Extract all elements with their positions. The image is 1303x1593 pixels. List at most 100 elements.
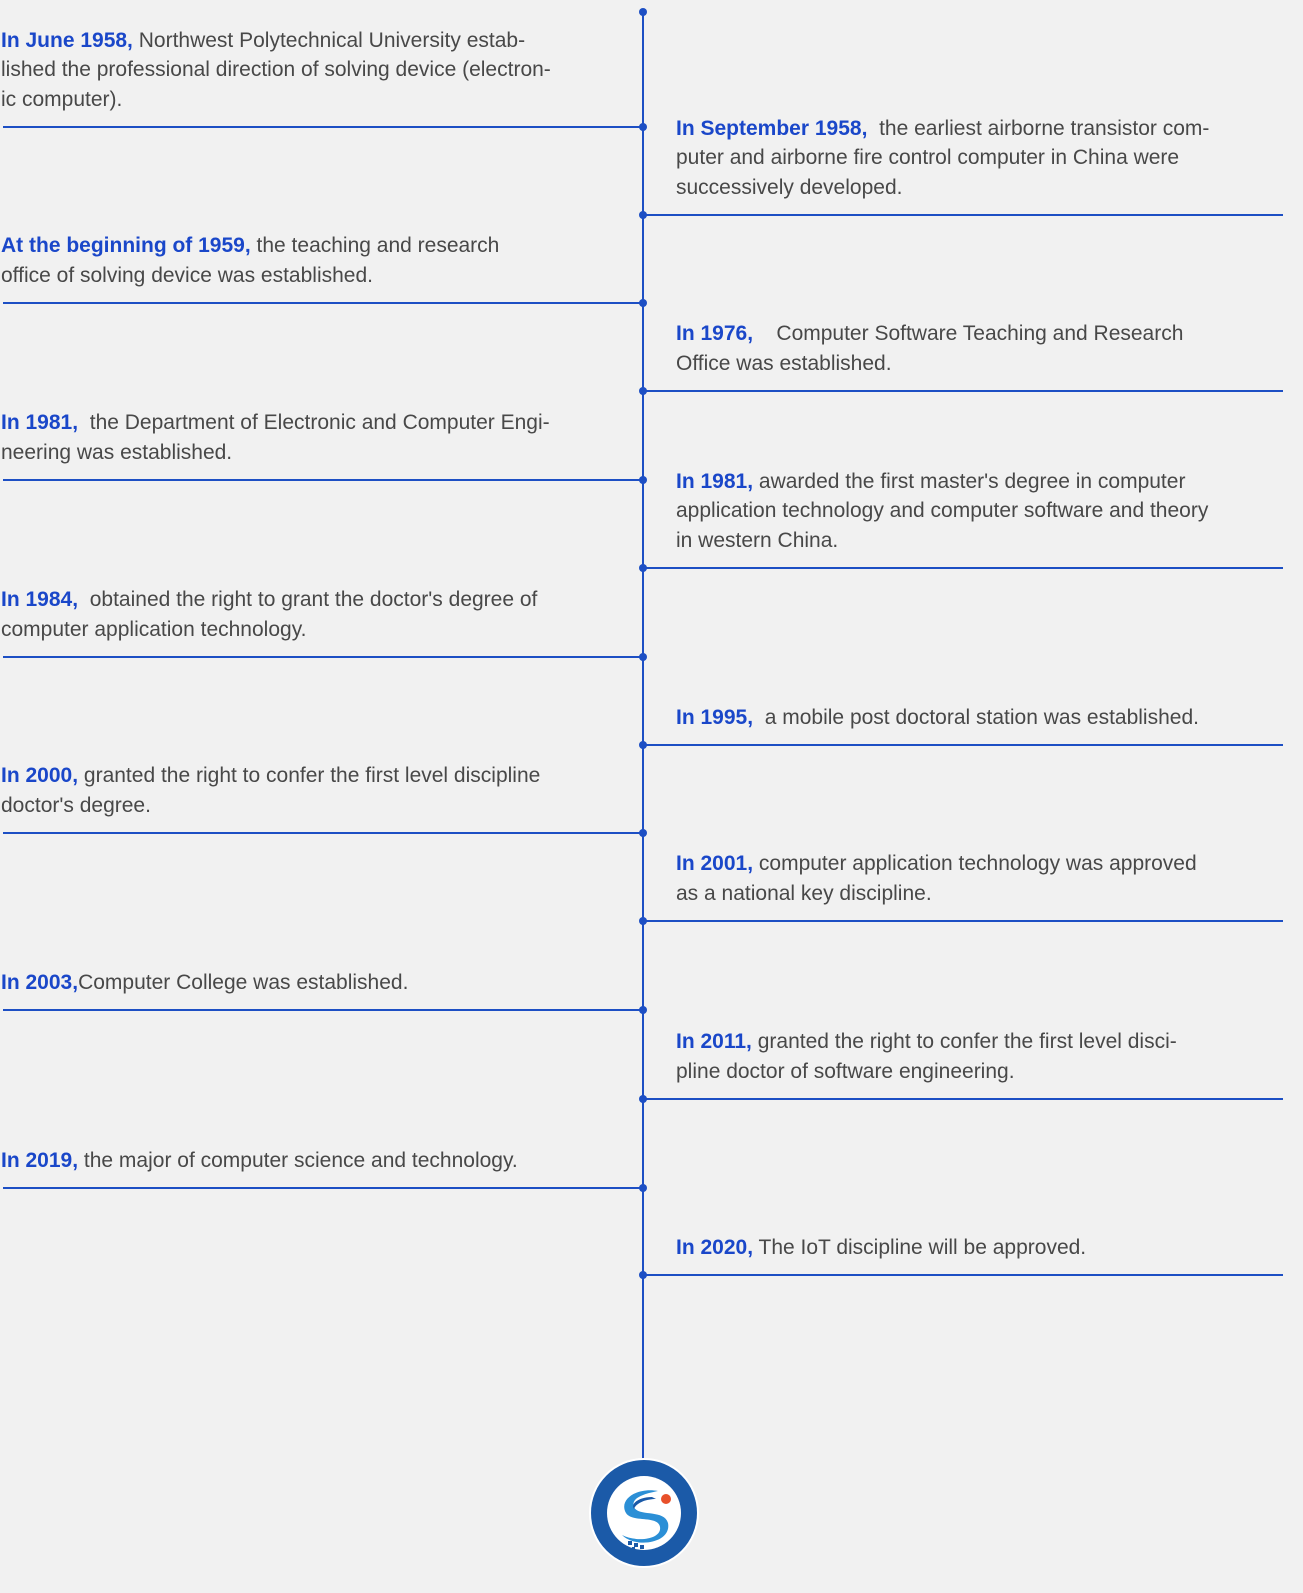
entry-text: puter and airborne fire control computer… bbox=[676, 146, 1180, 169]
entry-text: computer application technology was appr… bbox=[753, 852, 1197, 875]
timeline-dot bbox=[639, 299, 647, 307]
right-timeline-rule bbox=[643, 1098, 1283, 1100]
entry-text: a mobile post doctoral station was estab… bbox=[753, 705, 1199, 729]
entry-line: Office was established. bbox=[676, 349, 1183, 379]
entry-text: the Department of Electronic and Compute… bbox=[78, 411, 550, 434]
timeline-entry: In 1981, the Department of Electronic an… bbox=[1, 408, 550, 467]
timeline-dot bbox=[639, 387, 647, 395]
entry-line: neering was established. bbox=[1, 438, 550, 468]
entry-line: puter and airborne fire control computer… bbox=[676, 143, 1209, 173]
entry-line: In 1981, the Department of Electronic an… bbox=[1, 408, 550, 438]
school-logo bbox=[589, 1458, 699, 1568]
entry-text: ic computer). bbox=[1, 87, 123, 111]
entry-line: In September 1958, the earliest airborne… bbox=[676, 114, 1209, 144]
timeline-entry: In June 1958, Northwest Polytechnical Un… bbox=[1, 26, 551, 115]
entry-year: In 2000, bbox=[1, 764, 79, 787]
timeline-dot bbox=[639, 1095, 647, 1103]
entry-line: At the beginning of 1959, the teaching a… bbox=[1, 231, 499, 261]
entry-year: At the beginning of 1959, bbox=[1, 234, 251, 257]
timeline-entry: In 2011, granted the right to confer the… bbox=[676, 1027, 1177, 1086]
entry-text: lished the professional direction of sol… bbox=[1, 58, 551, 81]
right-timeline-rule bbox=[643, 214, 1283, 216]
timeline-entry: In 1976, Computer Software Teaching and … bbox=[676, 319, 1183, 378]
entry-text: obtained the right to grant the doctor's… bbox=[78, 588, 538, 611]
entry-line: application technology and computer soft… bbox=[676, 496, 1208, 526]
timeline-dot bbox=[639, 1271, 647, 1279]
entry-line: successively developed. bbox=[676, 173, 1209, 203]
right-timeline-rule bbox=[643, 567, 1283, 569]
entry-year: In 1981, bbox=[1, 411, 79, 434]
timeline-dot bbox=[639, 211, 647, 219]
timeline-dot bbox=[639, 123, 647, 131]
entry-year: In 2020, bbox=[676, 1235, 754, 1259]
left-timeline-rule bbox=[3, 126, 644, 128]
timeline-dot bbox=[639, 829, 647, 837]
entry-text: the earliest airborne transistor com- bbox=[867, 116, 1210, 140]
timeline-dot bbox=[639, 1006, 647, 1014]
entry-year: In June 1958, bbox=[1, 28, 133, 52]
left-timeline-rule bbox=[3, 1009, 644, 1011]
entry-year: In 2003, bbox=[1, 970, 79, 994]
entry-text: Computer Software Teaching and Research bbox=[753, 322, 1184, 345]
entry-text: office of solving device was established… bbox=[1, 263, 373, 287]
left-timeline-rule bbox=[3, 479, 644, 481]
entry-line: In 2011, granted the right to confer the… bbox=[676, 1027, 1177, 1057]
entry-text: neering was established. bbox=[1, 440, 233, 464]
entry-line: doctor's degree. bbox=[1, 791, 540, 821]
entry-text: in western China. bbox=[676, 528, 839, 552]
entry-line: lished the professional direction of sol… bbox=[1, 55, 551, 85]
entry-text: awarded the first master's degree in com… bbox=[753, 469, 1186, 493]
entry-year: In 2019, bbox=[1, 1148, 79, 1172]
left-timeline-rule bbox=[3, 656, 644, 658]
entry-line: pline doctor of software engineering. bbox=[676, 1057, 1177, 1087]
entry-text: computer application technology. bbox=[1, 617, 307, 641]
right-timeline-rule bbox=[643, 920, 1283, 922]
entry-year: In 1995, bbox=[676, 705, 754, 729]
entry-text: successively developed. bbox=[676, 175, 903, 199]
right-timeline-rule bbox=[643, 1274, 1283, 1276]
entry-line: In June 1958, Northwest Polytechnical Un… bbox=[1, 26, 551, 56]
entry-text: pline doctor of software engineering. bbox=[676, 1059, 1015, 1083]
entry-text: as a national key discipline. bbox=[676, 881, 932, 905]
timeline-entry: At the beginning of 1959, the teaching a… bbox=[1, 231, 499, 290]
timeline-entry: In 1981, awarded the first master's degr… bbox=[676, 467, 1208, 556]
entry-text: the major of computer science and techno… bbox=[78, 1148, 518, 1172]
entry-line: in western China. bbox=[676, 526, 1208, 556]
timeline-entry: In 2000, granted the right to confer the… bbox=[1, 761, 540, 820]
entry-line: computer application technology. bbox=[1, 615, 537, 645]
timeline-dot bbox=[639, 917, 647, 925]
entry-line: In 2003,Computer College was established… bbox=[1, 968, 408, 998]
entry-line: In 2019, the major of computer science a… bbox=[1, 1146, 518, 1176]
timeline-dot bbox=[639, 564, 647, 572]
entry-year: In 1976, bbox=[676, 322, 754, 345]
timeline-start-dot bbox=[639, 8, 647, 16]
entry-line: In 1995, a mobile post doctoral station … bbox=[676, 703, 1199, 733]
right-timeline-rule bbox=[643, 744, 1283, 746]
right-timeline-rule bbox=[643, 390, 1283, 392]
entry-line: ic computer). bbox=[1, 85, 551, 115]
entry-text: Computer College was established. bbox=[78, 970, 409, 994]
entry-line: In 2001, computer application technology… bbox=[676, 849, 1197, 879]
entry-line: office of solving device was established… bbox=[1, 261, 499, 291]
entry-year: In 2001, bbox=[676, 852, 754, 875]
entry-text: The IoT discipline will be approved. bbox=[753, 1235, 1087, 1259]
entry-year: In 2011, bbox=[676, 1030, 752, 1053]
timeline-entry: In 1984, obtained the right to grant the… bbox=[1, 585, 537, 644]
timeline-dot bbox=[639, 653, 647, 661]
timeline-entry: In 2020, The IoT discipline will be appr… bbox=[676, 1233, 1086, 1263]
timeline-entry: In 2001, computer application technology… bbox=[676, 849, 1197, 908]
left-timeline-rule bbox=[3, 1187, 644, 1189]
entry-line: In 1976, Computer Software Teaching and … bbox=[676, 319, 1183, 349]
entry-text: granted the right to confer the first le… bbox=[78, 764, 541, 787]
left-timeline-rule bbox=[3, 302, 644, 304]
timeline-dot bbox=[639, 476, 647, 484]
entry-line: In 2020, The IoT discipline will be appr… bbox=[676, 1233, 1086, 1263]
entry-text: doctor's degree. bbox=[1, 793, 151, 817]
entry-line: In 1984, obtained the right to grant the… bbox=[1, 585, 537, 615]
entry-line: as a national key discipline. bbox=[676, 879, 1197, 909]
entry-text: application technology and computer soft… bbox=[676, 499, 1209, 522]
entry-line: In 2000, granted the right to confer the… bbox=[1, 761, 540, 791]
entry-year: In 1984, bbox=[1, 588, 79, 611]
timeline-entry: In 2019, the major of computer science a… bbox=[1, 1146, 518, 1176]
timeline-entry: In September 1958, the earliest airborne… bbox=[676, 114, 1209, 203]
